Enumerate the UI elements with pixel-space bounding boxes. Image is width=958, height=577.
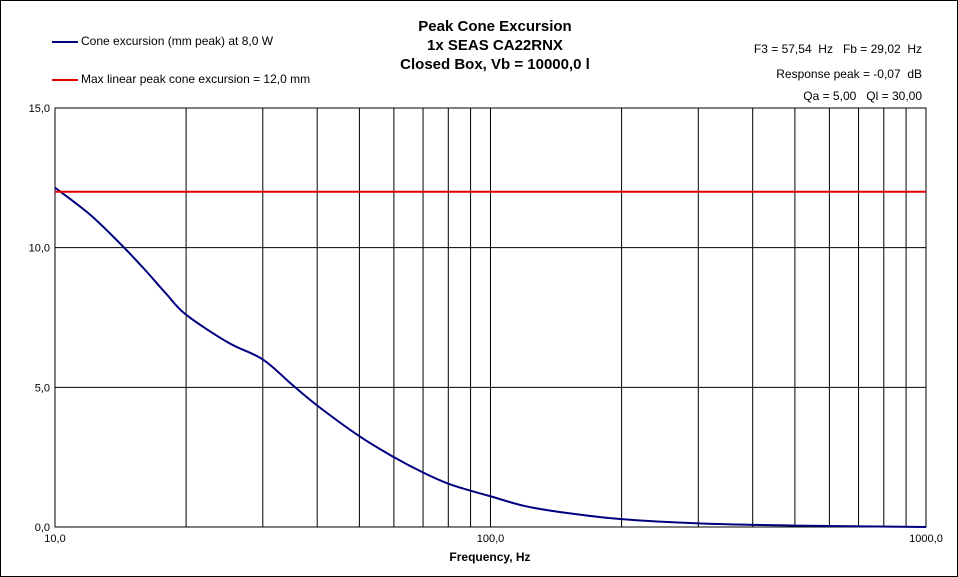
info-f3-fb: F3 = 57,54 Hz Fb = 29,02 Hz [753, 42, 922, 56]
x-tick-label: 100,0 [477, 533, 505, 545]
legend-label-cone-excursion: Cone excursion (mm peak) at 8,0 W [81, 34, 274, 48]
y-tick-label: 0,0 [35, 522, 50, 534]
plot-area [54, 107, 927, 528]
legend-label-max-linear: Max linear peak cone excursion = 12,0 mm [81, 72, 311, 86]
chart-subtitle-box: Closed Box, Vb = 10000,0 l [400, 56, 590, 73]
series-line-cone-excursion [54, 186, 927, 528]
legend-swatch-blue [52, 40, 78, 43]
chart-title: Peak Cone Excursion [418, 18, 572, 35]
chart-subtitle-driver: 1x SEAS CA22RNX [427, 37, 563, 54]
legend-item-max-linear: Max linear peak cone excursion = 12,0 mm [52, 71, 310, 87]
x-tick-label: 10,0 [44, 533, 65, 545]
x-tick-label: 1000,0 [909, 533, 943, 545]
legend-swatch-red [52, 78, 78, 81]
info-response-peak: Response peak = -0,07 dB [776, 67, 922, 81]
tick-labels: 0,0 5,0 10,0 15,0 10,0 100,0 1000,0 [29, 103, 943, 545]
series-lines [54, 186, 927, 528]
info-qa-ql: Qa = 5,00 Ql = 30,00 [803, 89, 922, 103]
grid-lines [55, 108, 926, 527]
x-axis-label: Frequency, Hz [449, 550, 531, 564]
y-tick-label: 10,0 [29, 243, 50, 255]
y-tick-label: 5,0 [35, 382, 50, 394]
legend-item-cone-excursion: Cone excursion (mm peak) at 8,0 W [52, 33, 273, 49]
y-tick-label: 15,0 [29, 103, 50, 115]
